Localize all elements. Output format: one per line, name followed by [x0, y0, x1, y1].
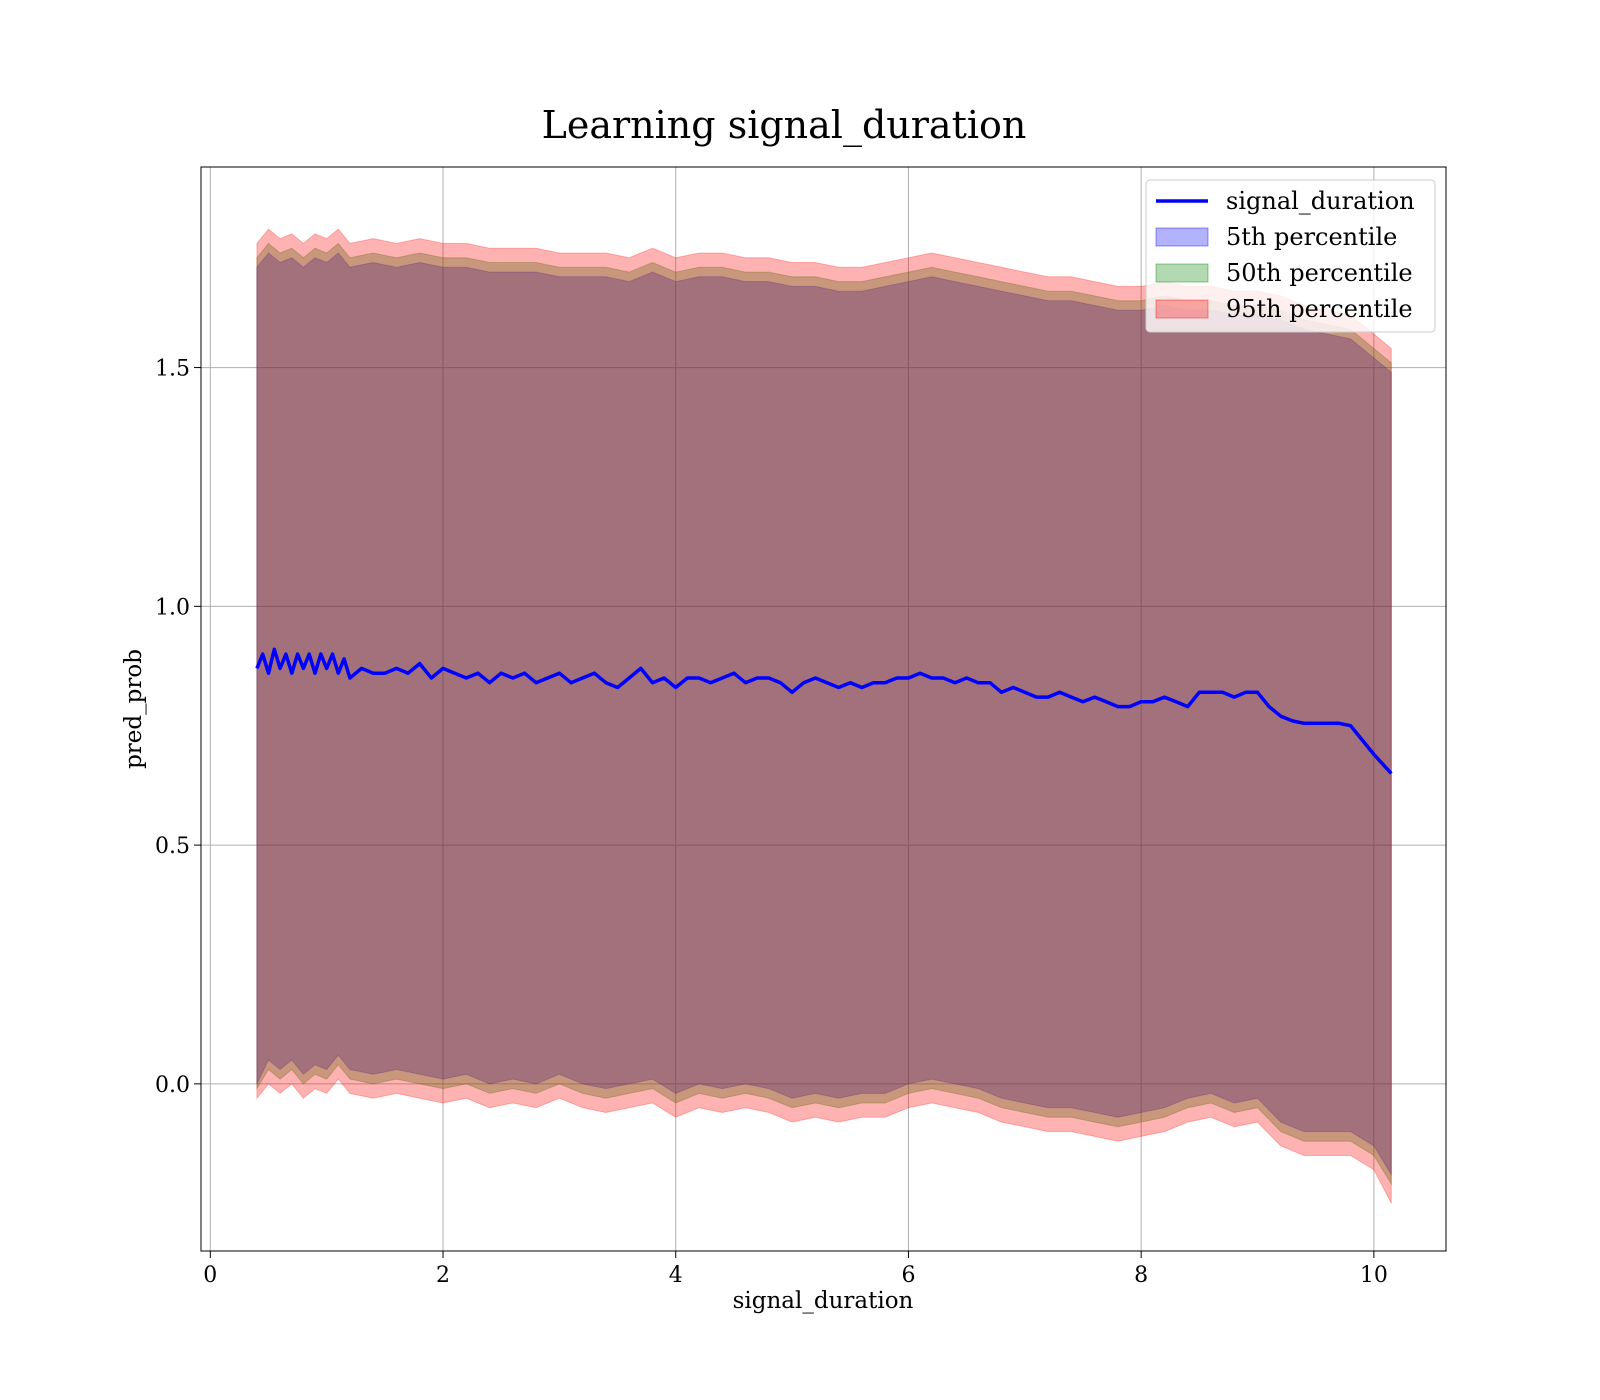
legend-label-95th: 95th percentile [1226, 295, 1413, 323]
grid [201, 167, 1446, 1251]
legend: signal_duration 5th percentile 50th perc… [1145, 179, 1436, 333]
x-axis-label: signal_duration [733, 1288, 914, 1314]
x-tick-label: 10 [1360, 1263, 1388, 1288]
x-tick-label: 2 [436, 1263, 450, 1288]
y-axis-label: pred_prob [121, 649, 147, 769]
legend-swatch-5th [1155, 227, 1209, 247]
legend-swatch-95th [1155, 299, 1209, 319]
y-tick-label: 0.0 [155, 1073, 190, 1098]
chart-title: Learning signal_duration [542, 103, 1027, 148]
legend-label-50th: 50th percentile [1226, 259, 1413, 287]
percentile-bands [256, 228, 1392, 1204]
legend-box [1145, 179, 1436, 333]
line-series [255, 647, 1393, 775]
legend-label-line: signal_duration [1226, 187, 1415, 215]
series-line [255, 647, 1393, 775]
x-tick-label: 8 [1134, 1263, 1148, 1288]
x-tick-label: 0 [203, 1263, 217, 1288]
legend-swatch-50th [1155, 263, 1209, 283]
band-50th [256, 242, 1392, 1186]
x-tick-label: 4 [669, 1263, 683, 1288]
y-tick-label: 0.5 [155, 834, 190, 859]
band-95th [256, 228, 1392, 1204]
legend-label-5th: 5th percentile [1226, 223, 1397, 251]
axis-ticks: 0 2 4 6 8 10 0.0 0.5 1.0 1.5 [155, 357, 1388, 1288]
y-tick-label: 1.5 [155, 357, 190, 382]
band-5th [256, 252, 1392, 1177]
x-tick-label: 6 [901, 1263, 915, 1288]
y-tick-label: 1.0 [155, 595, 190, 620]
plot-frame [200, 166, 1447, 1252]
